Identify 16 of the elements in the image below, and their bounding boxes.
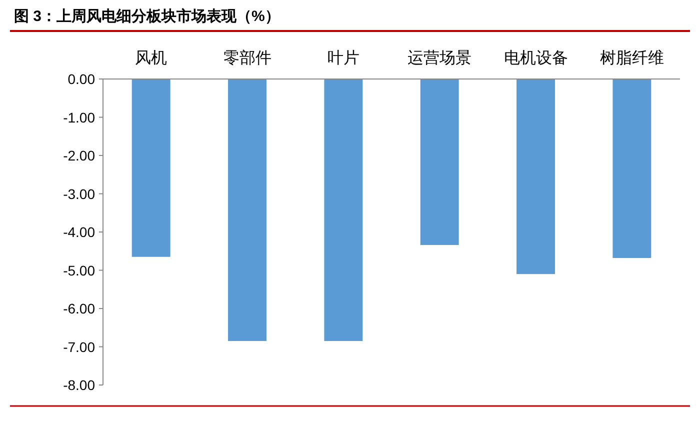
x-tick-label: 运营场景	[408, 49, 472, 67]
y-tick-label: -4.00	[63, 224, 96, 240]
y-tick-label: -7.00	[63, 338, 96, 355]
x-tick-label: 零部件	[223, 49, 272, 67]
y-tick-label: -1.00	[63, 109, 96, 126]
y-tick-label: -5.00	[63, 262, 96, 278]
x-tick-label: 树脂纤维	[600, 49, 664, 67]
y-tick-label: 0.00	[68, 71, 96, 87]
y-tick-label: -2.00	[63, 148, 96, 164]
x-tick-label: 叶片	[327, 49, 360, 67]
y-tick-label: -3.00	[63, 186, 96, 202]
x-tick-label: 风机	[135, 49, 168, 67]
x-tick-label: 电机设备	[504, 49, 568, 67]
title: 图 3：上周风电细分板块市场表现（%）	[14, 8, 280, 25]
y-tick-label: -6.00	[63, 300, 96, 316]
y-tick-label: -8.00	[63, 377, 96, 393]
